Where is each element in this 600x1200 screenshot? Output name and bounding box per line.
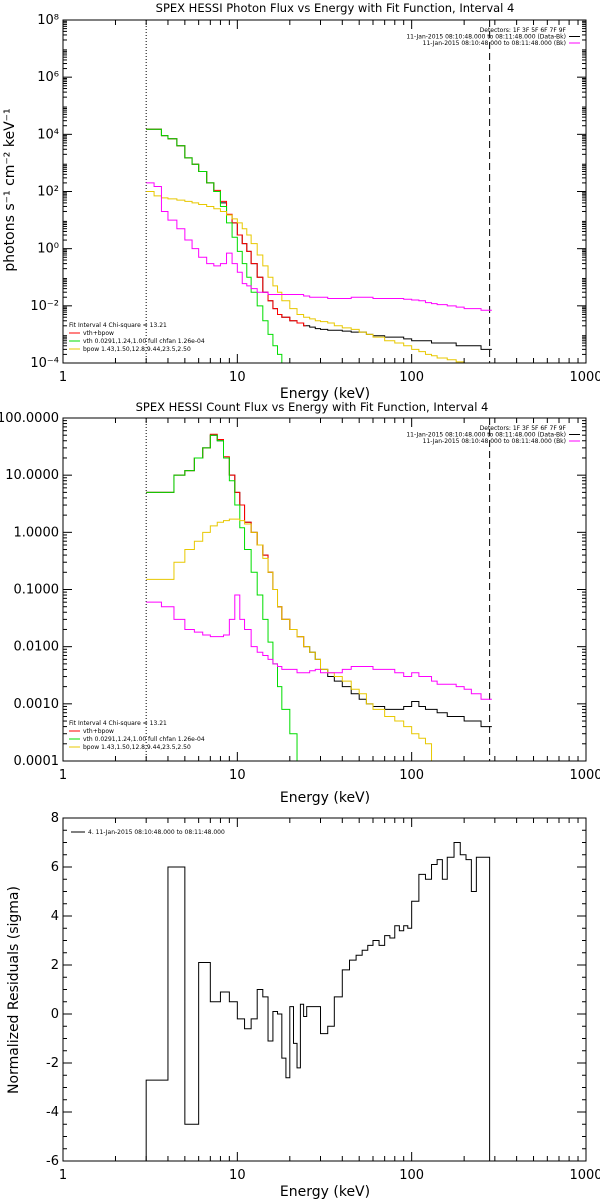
photon-flux-legend-top-entry: Detectors: 1F 3F 5F 6F 7F 9F: [480, 27, 567, 34]
residuals-y-tick-label: 4: [51, 909, 59, 924]
residuals-x-tick-label: 10: [229, 1168, 246, 1183]
residuals-y-tick-label: 0: [51, 1007, 59, 1022]
photon-flux-x-tick-label: 10: [229, 370, 246, 385]
photon-flux-y-tick-label: 10⁶: [37, 70, 59, 85]
photon-flux-axes-frame: [62, 19, 587, 364]
count-flux-legend-top-entry: Detectors: 1F 3F 5F 6F 7F 9F: [480, 425, 567, 432]
photon-flux-plot-area: [145, 20, 492, 363]
photon-flux-legend-entry: vth+bpow: [83, 330, 114, 337]
photon-flux-legend-top-entry: 11-Jan-2015 08:10:48.000 to 08:11:48.000…: [406, 34, 566, 41]
count-flux-legend-entry: Fit Interval 4 Chi-square = 13.21: [69, 720, 167, 727]
count-flux-legend-bottom: Fit Interval 4 Chi-square = 13.21vth+bpo…: [69, 720, 205, 751]
photon-flux-legend-bottom: Fit Interval 4 Chi-square = 13.21vth+bpo…: [69, 322, 205, 353]
photon-flux-panel: SPEX HESSI Photon Flux vs Energy with Fi…: [2, 1, 600, 402]
photon-flux-series-3: [146, 191, 472, 363]
count-flux-legend-entry: vth 0.0291,1.24,1.00 full chfan 1.26e-04: [83, 736, 205, 743]
photon-flux-x-axis-label: Energy (keV): [280, 386, 370, 402]
photon-flux-series-4: [146, 182, 492, 311]
count-flux-panel: SPEX HESSI Count Flux vs Energy with Fit…: [0, 400, 600, 806]
residuals-y-tick-label: -2: [46, 1056, 59, 1071]
count-flux-series-4: [146, 594, 492, 700]
photon-flux-legend-top-entry: 11-Jan-2015 08:10:48.000 to 08:11:48.000…: [423, 40, 566, 47]
count-flux-legend-top-entry: 11-Jan-2015 08:10:48.000 to 08:11:48.000…: [423, 438, 566, 445]
count-flux-series-3: [146, 518, 434, 761]
photon-flux-y-tick-label: 10⁻²: [30, 299, 59, 314]
photon-flux-legend-top: Detectors: 1F 3F 5F 6F 7F 9F11-Jan-2015 …: [406, 27, 580, 47]
count-flux-y-tick-label: 0.0010: [14, 697, 60, 712]
photon-flux-y-tick-label: 10⁴: [37, 127, 59, 142]
photon-flux-title: SPEX HESSI Photon Flux vs Energy with Fi…: [156, 1, 515, 15]
count-flux-plot-area: [145, 418, 492, 761]
count-flux-series-2: [146, 434, 305, 761]
residuals-x-tick-label: 1: [59, 1168, 67, 1183]
photon-flux-y-tick-label: 10⁻⁴: [30, 356, 59, 371]
photon-flux-legend-entry: vth 0.0291,1.24,1.00 full chfan 1.26e-04: [83, 338, 205, 345]
count-flux-legend-top-entry: 11-Jan-2015 08:10:48.000 to 08:11:48.000…: [406, 432, 566, 439]
photon-flux-y-ticks: 10⁻⁴ 10⁻² 10⁰ 10² 10⁴ 10⁶ 10⁸: [30, 13, 586, 371]
residuals-y-axis-label: Normalized Residuals (sigma): [6, 886, 22, 1094]
count-flux-y-tick-label: 0.1000: [14, 583, 60, 598]
count-flux-y-tick-label: 0.0001: [14, 754, 60, 769]
residuals-x-axis-label: Energy (keV): [280, 1184, 370, 1200]
count-flux-axes-frame: [62, 417, 587, 762]
residuals-x-tick-label: 100: [399, 1168, 424, 1183]
residuals-y-tick-label: 8: [51, 811, 59, 826]
count-flux-x-axis-label: Energy (keV): [280, 790, 370, 806]
residuals-panel: -6 -4 -2 0 2 4 6 8 1 10 100 1000 Energy (keV) Norm…: [6, 811, 600, 1200]
count-flux-y-tick-label: 100.0000: [0, 411, 59, 426]
count-flux-y-ticks: 0.0001 0.0010 0.0100 0.1000 1.0000 10.0000 100…: [0, 411, 586, 769]
count-flux-y-tick-label: 10.0000: [5, 468, 59, 483]
count-flux-x-ticks: 1 10 100 1000: [59, 418, 600, 783]
count-flux-title: SPEX HESSI Count Flux vs Energy with Fit…: [136, 400, 489, 414]
photon-flux-legend-entry: bpow 1.43,1.50,12.8,9.44,23.5,2.50: [83, 346, 191, 353]
residuals-x-ticks: 1 10 100 1000: [59, 818, 600, 1183]
count-flux-x-tick-label: 1000: [569, 768, 600, 783]
photon-flux-x-tick-label: 1000: [569, 370, 600, 385]
photon-flux-y-tick-label: 10⁰: [37, 242, 59, 257]
photon-flux-series-0: [146, 128, 492, 350]
photon-flux-series-2: [146, 128, 291, 363]
count-flux-x-tick-label: 1: [59, 768, 67, 783]
photon-flux-y-axis-label: photons s⁻¹ cm⁻² keV⁻¹: [2, 108, 18, 271]
photon-flux-y-tick-label: 10²: [37, 185, 59, 200]
residuals-legend: 4. 11-Jan-2015 08:10:48.000 to 08:11:48.…: [71, 829, 225, 836]
count-flux-legend-entry: bpow 1.43,1.50,12.8,9.44,23.5,2.50: [83, 744, 191, 751]
count-flux-series-0: [146, 434, 492, 728]
count-flux-legend-entry: vth+bpow: [83, 728, 114, 735]
photon-flux-x-tick-label: 100: [399, 370, 424, 385]
photon-flux-x-ticks: 1 10 100 1000: [59, 20, 600, 385]
residuals-y-ticks: -6 -4 -2 0 2 4 6 8: [46, 811, 586, 1169]
count-flux-y-tick-label: 1.0000: [14, 525, 60, 540]
residuals-legend-entry: 4. 11-Jan-2015 08:10:48.000 to 08:11:48.…: [88, 829, 225, 836]
count-flux-x-tick-label: 10: [229, 768, 246, 783]
count-flux-legend-top: Detectors: 1F 3F 5F 6F 7F 9F11-Jan-2015 …: [406, 425, 580, 445]
residuals-axes-frame: [62, 817, 587, 1162]
photon-flux-x-tick-label: 1: [59, 370, 67, 385]
count-flux-y-tick-label: 0.0100: [14, 640, 60, 655]
residuals-y-tick-label: -4: [46, 1105, 59, 1120]
residuals-y-tick-label: 2: [51, 958, 59, 973]
residuals-plot-area: [145, 842, 491, 1161]
photon-flux-y-tick-label: 10⁸: [37, 13, 59, 28]
count-flux-x-tick-label: 100: [399, 768, 424, 783]
residuals-y-tick-label: -6: [46, 1154, 59, 1169]
residuals-x-tick-label: 1000: [569, 1168, 600, 1183]
photon-flux-legend-entry: Fit Interval 4 Chi-square = 13.21: [69, 322, 167, 329]
residuals-y-tick-label: 6: [51, 860, 59, 875]
residuals-series-0: [145, 842, 491, 1161]
